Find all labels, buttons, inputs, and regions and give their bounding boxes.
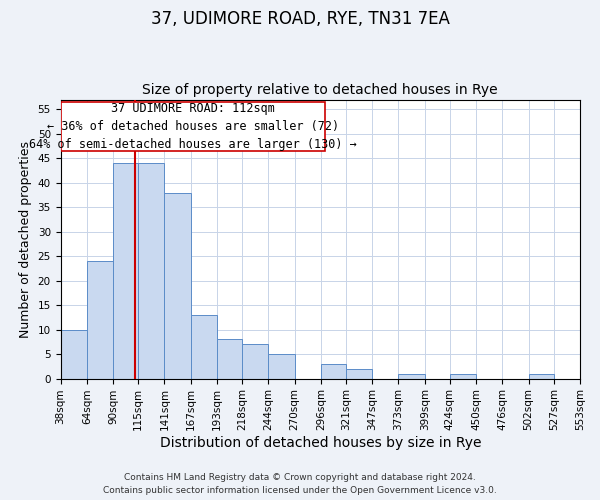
Title: Size of property relative to detached houses in Rye: Size of property relative to detached ho… (142, 83, 498, 97)
X-axis label: Distribution of detached houses by size in Rye: Distribution of detached houses by size … (160, 436, 481, 450)
Bar (529, 374, 554, 378)
Text: Contains HM Land Registry data © Crown copyright and database right 2024.
Contai: Contains HM Land Registry data © Crown c… (103, 474, 497, 495)
Bar (242, 344, 268, 378)
Bar (191, 315, 217, 378)
Text: 37 UDIMORE ROAD: 112sqm
← 36% of detached houses are smaller (72)
64% of semi-de: 37 UDIMORE ROAD: 112sqm ← 36% of detache… (29, 102, 356, 151)
Bar (61, 330, 87, 378)
Text: 37, UDIMORE ROAD, RYE, TN31 7EA: 37, UDIMORE ROAD, RYE, TN31 7EA (151, 10, 449, 28)
Bar (61, 102, 325, 151)
Bar (217, 340, 242, 378)
Bar (450, 374, 476, 378)
Bar (580, 374, 600, 378)
Bar (87, 261, 113, 378)
Bar (268, 354, 295, 378)
Bar (398, 374, 425, 378)
Bar (164, 192, 191, 378)
Bar (346, 369, 372, 378)
Y-axis label: Number of detached properties: Number of detached properties (19, 140, 32, 338)
Bar (138, 163, 164, 378)
Bar (113, 163, 138, 378)
Bar (321, 364, 346, 378)
